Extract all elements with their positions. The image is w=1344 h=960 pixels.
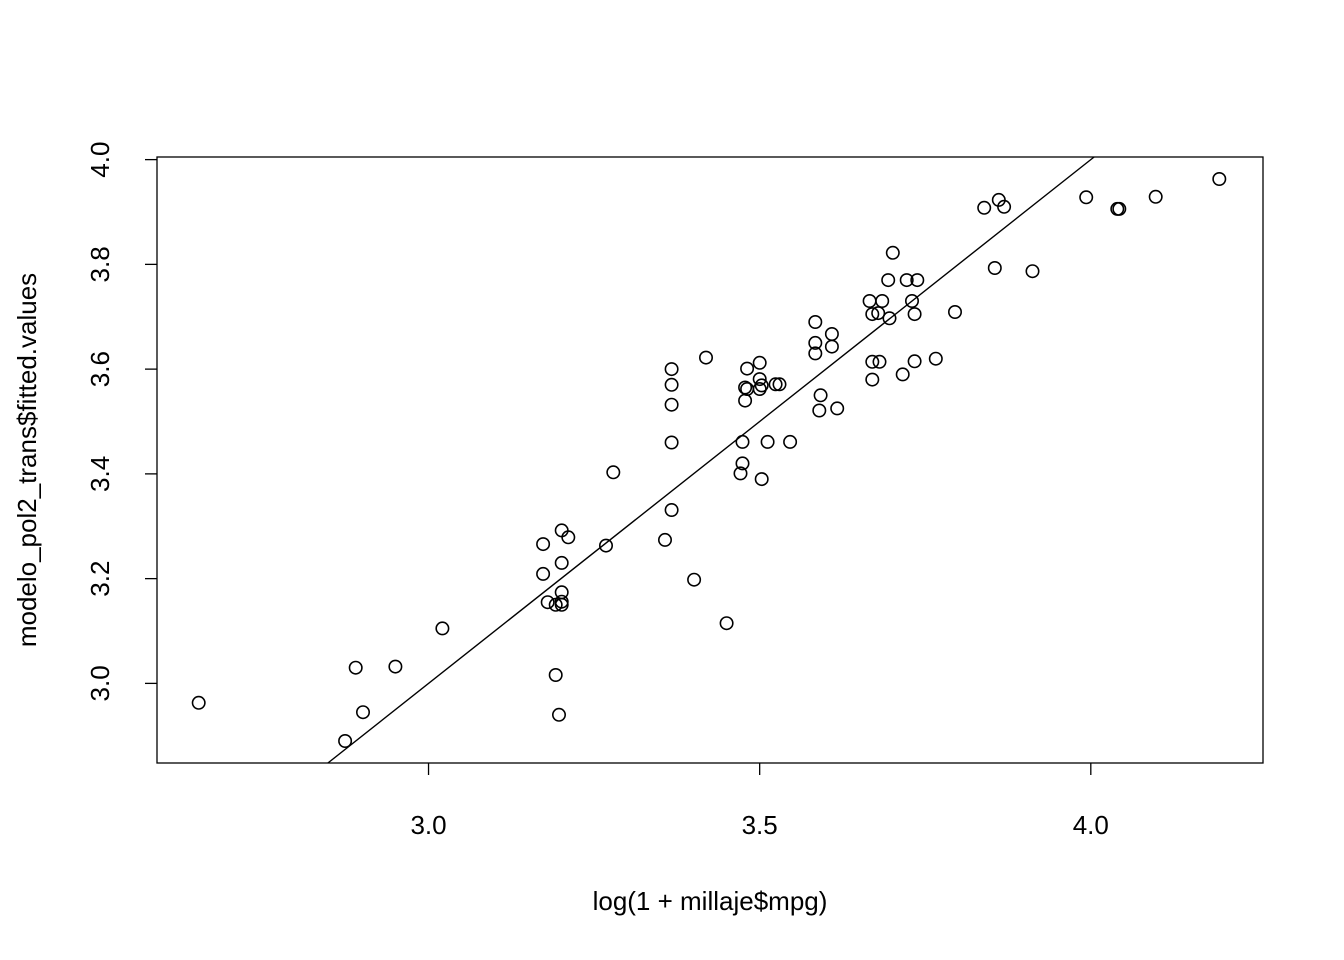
data-point [733, 466, 748, 481]
y-tick-label: 3.2 [85, 561, 115, 597]
data-point [824, 326, 839, 341]
data-point [813, 388, 828, 403]
plot-frame [156, 156, 1264, 764]
data-point [865, 354, 880, 369]
data-point [554, 597, 569, 612]
y-axis: 3.0 3.2 3.4 3.6 3.8 4.0 [85, 142, 157, 701]
data-point [606, 465, 621, 480]
data-point [698, 350, 713, 365]
data-point [987, 260, 1002, 275]
points-layer [191, 172, 1227, 748]
data-point [783, 434, 798, 449]
data-point [548, 667, 563, 682]
data-point [554, 523, 569, 538]
x-axis: 3.0 3.5 4.0 [410, 763, 1109, 840]
data-point [735, 434, 750, 449]
data-point [760, 434, 775, 449]
data-point [664, 377, 679, 392]
data-point [664, 502, 679, 517]
data-point [752, 355, 767, 370]
data-point [895, 367, 910, 382]
data-point [348, 660, 363, 675]
data-point [740, 361, 755, 376]
x-tick-label: 4.0 [1073, 810, 1109, 840]
data-point [738, 393, 753, 408]
data-point [824, 339, 839, 354]
data-point [1212, 172, 1227, 187]
data-point [191, 695, 206, 710]
y-axis-title: modelo_pol2_trans$fitted.values [12, 273, 42, 647]
data-point [754, 472, 769, 487]
data-point [355, 705, 370, 720]
data-point [907, 354, 922, 369]
data-point [738, 380, 753, 395]
data-point [664, 397, 679, 412]
data-point [664, 435, 679, 450]
data-point [1079, 190, 1094, 205]
data-point [882, 311, 897, 326]
data-point [536, 566, 551, 581]
data-point [719, 616, 734, 631]
data-point [977, 200, 992, 215]
data-point [928, 351, 943, 366]
data-point [551, 707, 566, 722]
data-point [772, 377, 787, 392]
y-tick-label: 3.8 [85, 246, 115, 282]
data-point [536, 537, 551, 552]
data-point [997, 199, 1012, 214]
data-point [812, 403, 827, 418]
data-point [808, 314, 823, 329]
x-tick-label: 3.0 [410, 810, 446, 840]
data-point [754, 378, 769, 393]
fit-line-layer [327, 156, 1095, 764]
data-point [598, 538, 613, 553]
data-point [899, 273, 914, 288]
data-point [872, 354, 887, 369]
data-point [1148, 189, 1163, 204]
data-point [735, 456, 750, 471]
data-point [388, 659, 403, 674]
data-point [830, 401, 845, 416]
data-point [768, 377, 783, 392]
data-point [664, 362, 679, 377]
reference-line [327, 156, 1095, 764]
data-point [910, 273, 925, 288]
y-tick-label: 4.0 [85, 142, 115, 178]
data-point [808, 335, 823, 350]
data-point [657, 532, 672, 547]
data-point [435, 621, 450, 636]
data-point [885, 245, 900, 260]
y-tick-label: 3.4 [85, 456, 115, 492]
data-point [881, 273, 896, 288]
y-tick-label: 3.6 [85, 351, 115, 387]
x-tick-label: 3.5 [742, 810, 778, 840]
data-point [1112, 201, 1127, 216]
data-point [561, 530, 576, 545]
data-point [862, 293, 877, 308]
data-point [554, 555, 569, 570]
data-point [1025, 264, 1040, 279]
x-axis-title: log(1 + millaje$mpg) [593, 886, 828, 916]
data-point [752, 372, 767, 387]
data-point [865, 372, 880, 387]
data-point [904, 293, 919, 308]
data-point [540, 595, 555, 610]
data-point [947, 304, 962, 319]
data-point [687, 572, 702, 587]
data-point [871, 306, 886, 321]
data-point [907, 307, 922, 322]
data-point [338, 733, 353, 748]
data-point [875, 293, 890, 308]
y-tick-label: 3.0 [85, 665, 115, 701]
data-point [808, 346, 823, 361]
data-point [865, 307, 880, 322]
